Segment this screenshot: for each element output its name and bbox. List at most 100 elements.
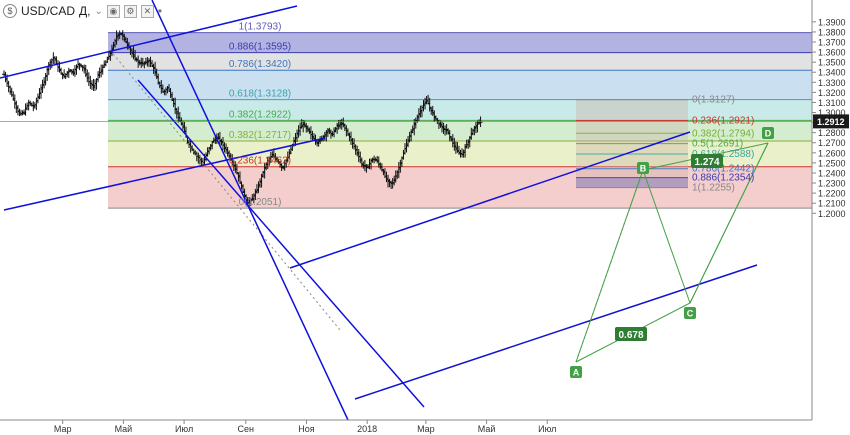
price-tick-label: 1.2800 — [818, 128, 846, 138]
price-tick-label: 1.2300 — [818, 179, 846, 189]
price-tick-label: 1.3400 — [818, 68, 846, 78]
pattern-point-label: A — [573, 368, 580, 378]
up-channel-line-2 — [354, 264, 758, 400]
price-tick-label: 1.2100 — [818, 199, 846, 209]
price-tick-label: 1.2700 — [818, 138, 846, 148]
fib-zone — [108, 166, 812, 209]
pattern-point-badge — [637, 162, 649, 174]
fib-small-level-label: 0.886(1.2354) — [692, 173, 754, 184]
fib-small-level-label: 0(1.3127) — [692, 95, 735, 106]
pattern-point-badge — [570, 366, 582, 378]
price-tick-label: 1.2600 — [818, 148, 846, 158]
time-tick-label: Ноя — [298, 424, 315, 434]
price-tick-label: 1.3200 — [818, 88, 846, 98]
fib-zone — [108, 120, 812, 142]
ratio-badge-bg — [615, 327, 647, 341]
fib-zone — [108, 70, 812, 100]
price-tick-label: 1.3000 — [818, 108, 846, 118]
price-tick-label: 1.2400 — [818, 168, 846, 178]
price-bar — [447, 129, 452, 142]
fib-small-level-label: 0.236(1.2921) — [692, 115, 754, 126]
price-tick-label: 1.3600 — [818, 48, 846, 58]
price-bar — [234, 164, 239, 175]
current-price-badge — [813, 114, 849, 129]
fib-zone — [108, 52, 812, 71]
fib-level-label: 0.382(1.2717) — [229, 130, 291, 141]
fib-level-label: 1(1.3793) — [239, 22, 282, 33]
fib-small-level-label: 1(1.2255) — [692, 183, 735, 194]
fib-level-label: 0.886(1.3595) — [229, 42, 291, 53]
pattern-ratio-badge: 1.274 — [691, 154, 723, 168]
down-channel-line-2 — [137, 79, 425, 408]
pattern-point-c: C — [684, 307, 696, 319]
price-axis-bg — [812, 0, 850, 435]
pattern-point-label: D — [765, 129, 772, 139]
price-tick-label: 1.3900 — [818, 17, 846, 27]
time-tick-label: Сен — [238, 424, 255, 434]
timeframe-label[interactable]: Д, — [79, 4, 91, 18]
time-axis: Мар Май Июл Сен Ноя 2018 Мар Май Июл — [0, 419, 850, 435]
time-tick-label: Июл — [175, 424, 193, 434]
pattern-point-badge — [684, 307, 696, 319]
pattern-point-b: B — [637, 162, 649, 174]
fib-level-label: 0.382(1.2922) — [229, 109, 291, 120]
upper-channel-line-1 — [0, 5, 298, 79]
pattern-point-label: B — [640, 164, 647, 174]
pattern-ratio-badge: 0.678 — [615, 327, 647, 341]
time-tick-label: Май — [115, 424, 133, 434]
time-axis-bg — [0, 420, 850, 435]
symbol-label[interactable]: USD/CAD — [21, 4, 76, 18]
price-tick-label: 1.3300 — [818, 78, 846, 88]
chart-header: $ USD/CAD Д, ⌄ ◉ ⚙ ✕ • — [0, 0, 162, 22]
price-bar — [478, 116, 483, 128]
price-bar — [59, 67, 64, 75]
pattern-point-a: A — [570, 366, 582, 378]
fib-level-label: 0.618(1.3128) — [229, 89, 291, 100]
status-dot: • — [157, 4, 163, 18]
price-tick-label: 1.3100 — [818, 98, 846, 108]
fib-level-label: 0(1.2051) — [239, 197, 282, 208]
price-tick-label: 1.2200 — [818, 189, 846, 199]
upper-channel-line-2 — [3, 137, 326, 211]
fib-small-zone — [576, 177, 688, 188]
fib-small-level-label: 0.618(1.2588) — [692, 149, 754, 160]
ratio-badge-bg — [691, 154, 723, 168]
fib-level-label: 0.786(1.3420) — [229, 59, 291, 70]
fib-small-level-label: 0.786(1.2442) — [692, 164, 754, 175]
up-channel-line-1 — [289, 131, 691, 269]
fib-small-level-label: 0.382(1.2794) — [692, 128, 754, 139]
fib-zone — [108, 99, 812, 121]
chevron-down-icon[interactable]: ⌄ — [94, 5, 103, 17]
fib-trend-dotted-line — [109, 49, 341, 331]
ratio-badge-label: 1.274 — [694, 157, 719, 168]
down-channel-line-1 — [151, 0, 349, 421]
pattern-point-badge — [762, 127, 774, 139]
fib-retracement-small — [576, 99, 688, 189]
price-tick-label: 1.3700 — [818, 38, 846, 48]
ratio-badge-label: 0.678 — [618, 330, 643, 341]
time-tick-label: 2018 — [357, 424, 377, 434]
fib-small-level-label: 0.5(1.2691) — [692, 139, 743, 150]
symbol-flag-icon: $ — [3, 4, 17, 18]
price-tick-label: 1.2500 — [818, 158, 846, 168]
pattern-point-d: D — [762, 127, 774, 139]
eye-icon[interactable]: ◉ — [106, 4, 120, 18]
fib-zone — [108, 32, 812, 53]
current-price-label: 1.2912 — [817, 117, 845, 127]
price-bar — [427, 97, 432, 112]
price-tick-label: 1.2000 — [818, 209, 846, 219]
time-tick-label: Мар — [417, 424, 435, 434]
time-tick-label: Май — [478, 424, 496, 434]
time-tick-label: Мар — [54, 424, 72, 434]
close-icon[interactable]: ✕ — [140, 4, 154, 18]
price-tick-label: 1.3500 — [818, 58, 846, 68]
pattern-cd-line — [689, 142, 769, 304]
price-axis: 1.39001.38001.37001.36001.35001.34001.33… — [811, 0, 850, 435]
fib-level-label: 0.236(1.2462) — [229, 156, 291, 167]
pattern-point-label: C — [687, 309, 694, 319]
time-tick-label: Июл — [538, 424, 556, 434]
price-tick-label: 1.3800 — [818, 27, 846, 37]
gear-icon[interactable]: ⚙ — [123, 4, 137, 18]
